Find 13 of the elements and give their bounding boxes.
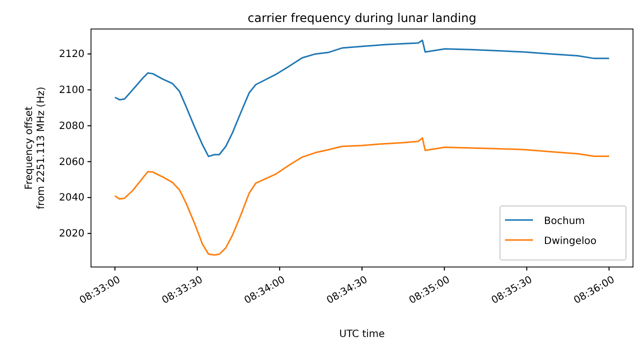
y-tick-label: 2120 bbox=[59, 49, 84, 60]
chart-title: carrier frequency during lunar landing bbox=[248, 11, 476, 25]
y-tick-label: 2040 bbox=[59, 192, 84, 204]
y-tick-label: 2020 bbox=[59, 228, 84, 240]
line-series bbox=[114, 40, 610, 158]
legend-label: Bochum bbox=[544, 216, 585, 227]
legend-label: Dwingeloo bbox=[544, 236, 597, 247]
y-tick-label: 2080 bbox=[59, 120, 84, 132]
x-axis-title: UTC time bbox=[339, 329, 385, 340]
y-tick-label: 2060 bbox=[59, 156, 84, 168]
y-tick-label: 2100 bbox=[59, 85, 84, 96]
y-axis-title: Frequency offset from 2251.113 MHz (Hz) bbox=[24, 86, 47, 210]
line-series bbox=[114, 137, 610, 256]
